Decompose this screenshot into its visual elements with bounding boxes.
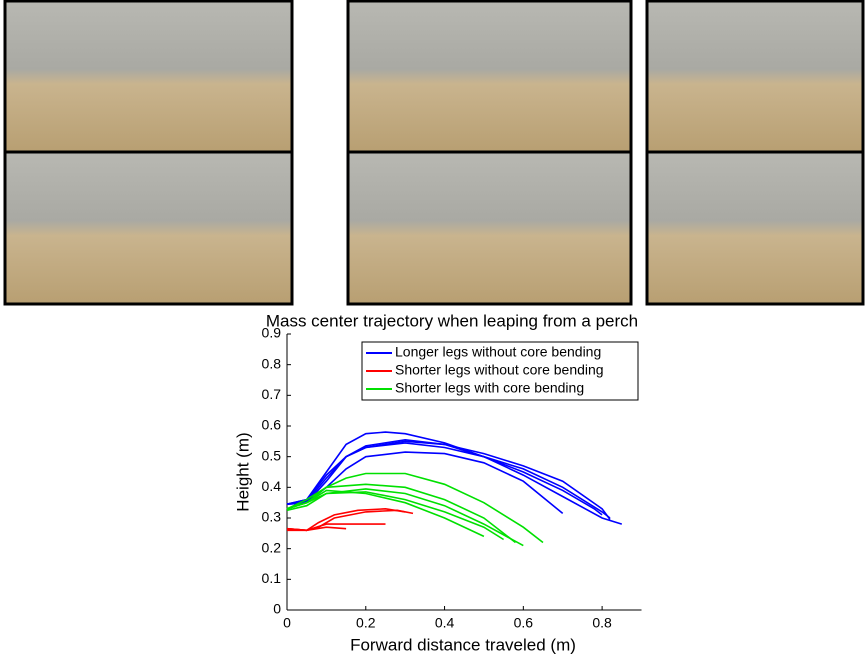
y-tick-label: 0.9 (262, 325, 282, 341)
photo (645, 150, 865, 306)
photo (645, 0, 865, 154)
x-tick-label: 0.8 (592, 615, 612, 631)
y-tick-label: 0.1 (262, 570, 282, 586)
trajectory-line (286, 438, 603, 516)
photo (3, 0, 294, 154)
trajectory-line (286, 451, 564, 515)
trajectory-line (286, 509, 414, 532)
trajectory-line (287, 507, 406, 532)
legend-box (361, 341, 639, 401)
photo (3, 150, 294, 306)
x-tick-label: 0 (283, 615, 291, 631)
trajectory-line (286, 483, 516, 544)
trajectory-line (286, 489, 485, 538)
y-axis-label: Height (m) (233, 432, 252, 511)
legend-label: Shorter legs without core bending (395, 362, 604, 378)
y-tick-label: 0.5 (262, 447, 282, 463)
trajectory-line (286, 491, 505, 541)
photo (346, 0, 633, 154)
y-tick-label: 0.7 (262, 386, 282, 402)
x-axis-label: Forward distance traveled (m) (350, 635, 576, 654)
chart-title: Mass center trajectory when leaping from… (266, 311, 638, 330)
legend-label: Shorter legs with core bending (395, 380, 584, 396)
x-tick-label: 0.2 (356, 615, 376, 631)
photo-panels (3, 0, 865, 306)
photo (346, 150, 633, 306)
x-tick-label: 0.6 (514, 615, 534, 631)
trajectory-line (286, 431, 623, 525)
y-tick-label: 0.4 (262, 478, 282, 494)
trajectory-line (286, 442, 611, 519)
plot: 0 0.2 0.4 0.6 0.8 0 0.1 0.2 0.3 0.4 0.5 0.6 0.7 0.8 0.… (262, 325, 642, 631)
y-tick-label: 0 (273, 601, 281, 617)
trajectory-line (286, 472, 544, 544)
legend: Longer legs without core bending Shorter … (361, 341, 639, 401)
y-tick-label: 0.6 (262, 417, 282, 433)
y-tick-label: 0.8 (262, 355, 282, 371)
trajectory-line (286, 526, 347, 532)
trajectory-line (286, 488, 524, 547)
y-tick-label: 0.2 (262, 539, 282, 555)
legend-label: Longer legs without core bending (395, 344, 601, 360)
x-tick-label: 0.4 (435, 615, 455, 631)
y-tick-label: 0.3 (262, 509, 282, 525)
